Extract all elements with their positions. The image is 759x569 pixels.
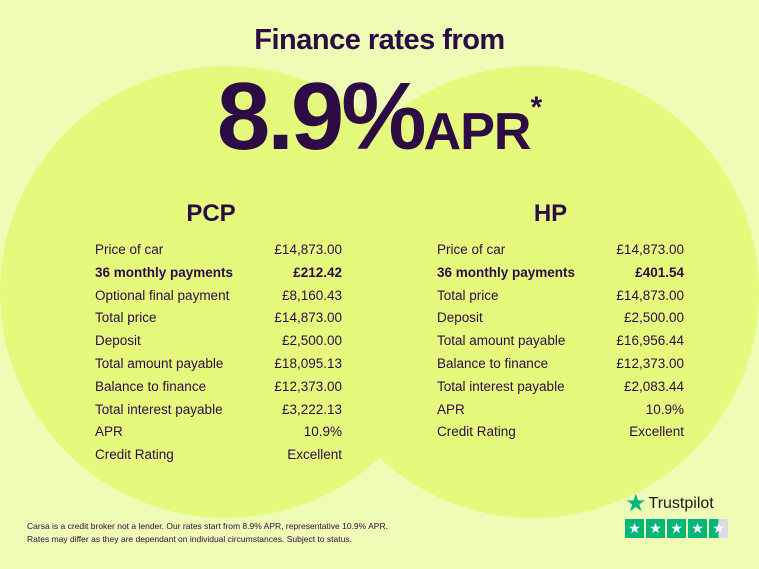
row-value: Excellent [287,447,342,463]
trustpilot-rating: ★ ★ ★ ★ ★ [625,519,735,538]
row-label: Balance to finance [95,378,207,394]
table-row: Optional final payment £8,160.43 [95,285,342,308]
row-value: £212.42 [293,264,342,280]
row-label: Total price [95,310,157,326]
table-row: APR 10.9% [95,421,342,444]
row-label: Total interest payable [95,401,223,417]
trustpilot-name: Trustpilot [648,495,714,512]
apr-label: APR [423,103,532,161]
row-value: £12,373.00 [274,378,342,394]
rate-value: 8.9% [216,63,427,170]
row-label: 36 monthly payments [437,264,576,280]
star-icon: ★ [688,519,707,538]
table-row: Price of car £14,873.00 [437,239,684,262]
row-label: APR [95,424,123,440]
asterisk: * [530,91,543,124]
row-value: £14,873.00 [274,310,342,326]
row-value: £14,873.00 [616,287,684,303]
disclaimer-line-1: Carsa is a credit broker not a lender. O… [27,521,388,531]
table-row: Total price £14,873.00 [95,307,342,330]
row-value: Excellent [629,424,684,440]
hp-table: HP Price of car £14,873.00 36 monthly paym… [437,200,684,444]
trustpilot-star-icon: ★ [625,490,647,517]
star-icon: ★ [625,519,644,538]
row-label: Total price [437,287,499,303]
row-value: £401.54 [635,264,684,280]
table-row: 36 monthly payments £212.42 [95,262,342,285]
trustpilot-badge[interactable]: ★ Trustpilot ★ ★ ★ ★ ★ [625,490,735,538]
trustpilot-logo: ★ Trustpilot [625,490,735,517]
row-label: Balance to finance [437,355,549,371]
table-row: Deposit £2,500.00 [95,330,342,353]
star-icon: ★ [646,519,665,538]
row-label: Optional final payment [95,287,230,303]
star-icon: ★ [709,519,728,538]
table-row: Deposit £2,500.00 [437,307,684,330]
row-value: £2,083.44 [623,378,684,394]
row-label: APR [437,401,465,417]
row-value: £14,873.00 [274,242,342,257]
row-label: Price of car [437,242,506,257]
row-label: Credit Rating [95,447,174,463]
row-value: £16,956.44 [616,333,684,349]
row-value: £2,500.00 [623,310,684,326]
row-label: Total interest payable [437,378,565,394]
row-value: 10.9% [645,401,684,417]
row-value: £8,160.43 [281,287,342,303]
row-label: 36 monthly payments [95,264,234,280]
row-label: Total amount payable [437,333,566,349]
row-value: £3,222.13 [281,401,342,417]
pcp-heading: PCP [186,200,236,227]
table-row: Total interest payable £2,083.44 [437,376,684,399]
row-value: £2,500.00 [281,333,342,349]
table-row: APR 10.9% [437,399,684,422]
table-row: Total amount payable £18,095.13 [95,353,342,376]
star-icon: ★ [667,519,686,538]
disclaimer: Carsa is a credit broker not a lender. O… [27,520,388,546]
row-value: £18,095.13 [274,355,342,371]
table-row: 36 monthly payments £401.54 [437,262,684,285]
table-row: Total interest payable £3,222.13 [95,399,342,422]
table-row: Balance to finance £12,373.00 [95,376,342,399]
disclaimer-line-2: Rates may differ as they are dependant o… [27,534,352,544]
decorative-circle-right [307,66,759,518]
table-row: Total amount payable £16,956.44 [437,330,684,353]
headline: Finance rates from [254,24,505,56]
row-label: Price of car [95,242,164,257]
row-label: Deposit [95,333,141,349]
row-value: £14,873.00 [616,242,684,257]
row-label: Deposit [437,310,483,326]
row-label: Total amount payable [95,355,224,371]
pcp-table: PCP Price of car £14,873.00 36 monthly pay… [95,200,342,467]
row-value: £12,373.00 [616,355,684,371]
table-row: Credit Rating Excellent [437,421,684,444]
rate-display: 8.9%APR* [0,62,759,172]
table-row: Total price £14,873.00 [437,285,684,308]
hp-heading: HP [533,200,568,227]
row-value: 10.9% [303,424,342,440]
table-row: Price of car £14,873.00 [95,239,342,262]
table-row: Balance to finance £12,373.00 [437,353,684,376]
row-label: Credit Rating [437,424,516,440]
table-row: Credit Rating Excellent [95,444,342,467]
